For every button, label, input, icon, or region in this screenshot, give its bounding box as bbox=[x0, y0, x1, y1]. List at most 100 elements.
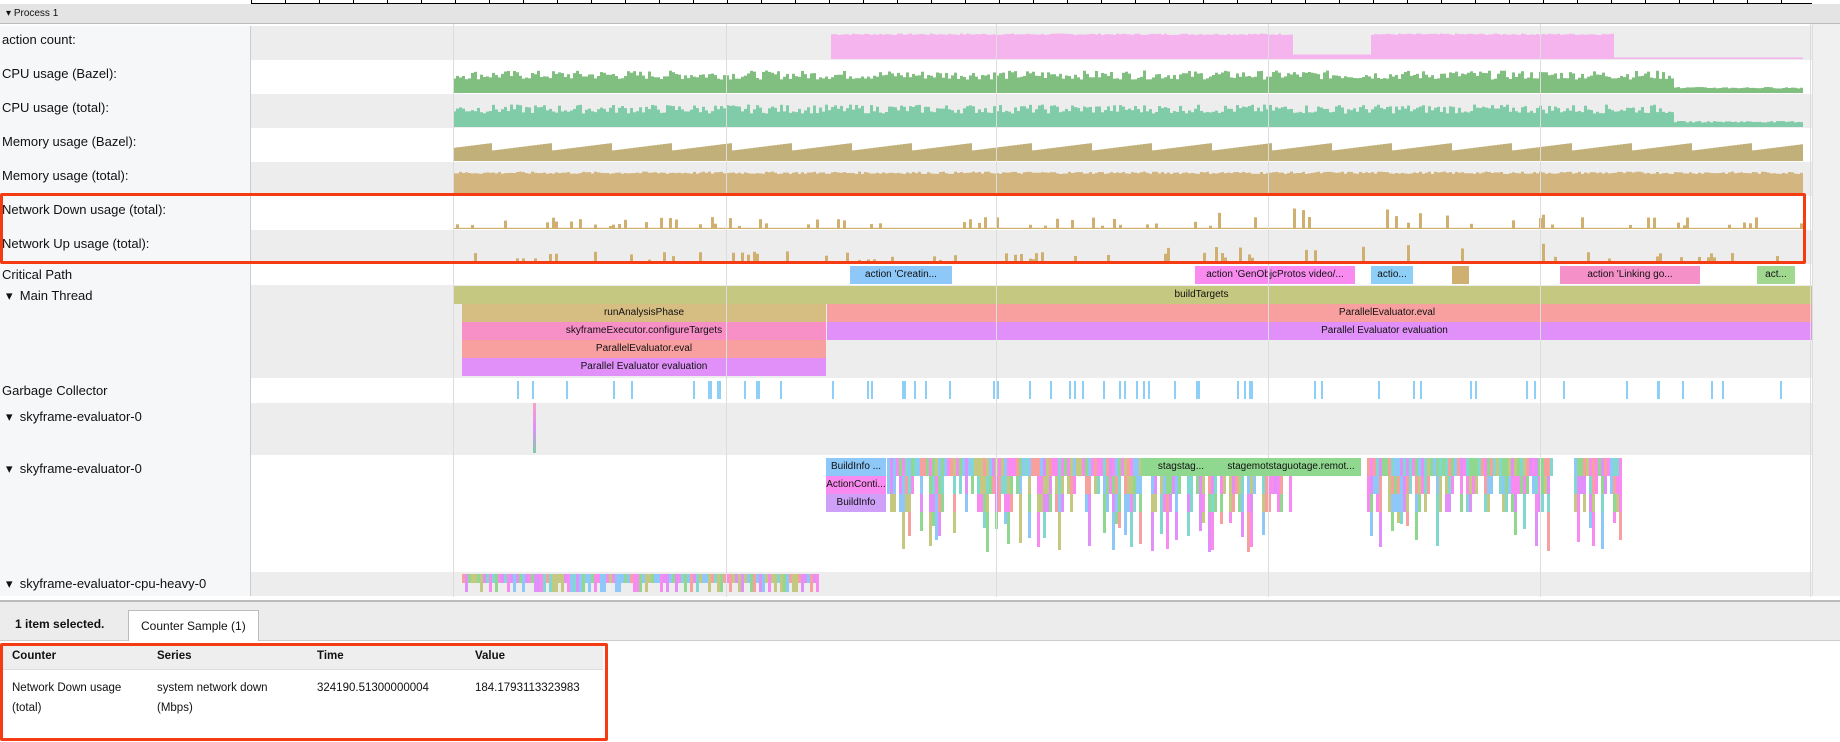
gc-event[interactable] bbox=[1103, 381, 1106, 399]
slice[interactable] bbox=[1016, 458, 1019, 476]
slice[interactable] bbox=[1280, 494, 1283, 512]
slice[interactable] bbox=[597, 574, 600, 583]
gc-event[interactable] bbox=[1250, 381, 1253, 399]
slice[interactable] bbox=[1229, 512, 1232, 524]
slice[interactable] bbox=[959, 476, 962, 494]
slice[interactable] bbox=[899, 458, 902, 476]
slice[interactable] bbox=[923, 458, 926, 476]
slice-parallel-evaluator-eval[interactable]: ParallelEvaluator.eval bbox=[462, 340, 826, 358]
slice[interactable] bbox=[1541, 476, 1544, 494]
gc-event[interactable] bbox=[1779, 381, 1782, 399]
slice[interactable] bbox=[1583, 458, 1586, 476]
gc-event[interactable] bbox=[904, 381, 907, 399]
slice[interactable] bbox=[1088, 476, 1091, 494]
slice[interactable] bbox=[1010, 476, 1013, 494]
slice[interactable] bbox=[585, 574, 588, 583]
slice[interactable] bbox=[992, 458, 995, 476]
slice[interactable] bbox=[1400, 458, 1403, 476]
slice[interactable] bbox=[1445, 476, 1448, 494]
slice[interactable] bbox=[1397, 458, 1400, 476]
slice[interactable] bbox=[965, 476, 968, 494]
gc-track[interactable] bbox=[251, 378, 1812, 403]
slice[interactable] bbox=[893, 494, 896, 512]
slice[interactable] bbox=[624, 574, 627, 583]
slice[interactable] bbox=[606, 574, 609, 583]
slice[interactable] bbox=[908, 458, 911, 476]
slice[interactable] bbox=[1199, 512, 1202, 531]
slice[interactable] bbox=[1580, 476, 1583, 494]
slice[interactable] bbox=[1163, 494, 1166, 512]
slice[interactable] bbox=[780, 574, 783, 592]
slice[interactable] bbox=[1475, 476, 1478, 494]
slice[interactable] bbox=[687, 574, 690, 583]
slice[interactable] bbox=[732, 574, 735, 583]
slice[interactable] bbox=[1436, 476, 1439, 494]
slice[interactable] bbox=[1607, 458, 1610, 476]
slice[interactable] bbox=[1010, 458, 1013, 476]
slice[interactable] bbox=[1460, 476, 1463, 494]
slice[interactable] bbox=[1058, 458, 1061, 476]
slice[interactable] bbox=[1238, 476, 1241, 494]
counter-track[interactable] bbox=[251, 26, 1812, 60]
slice[interactable] bbox=[1040, 458, 1043, 476]
slice[interactable] bbox=[983, 458, 986, 476]
slice[interactable] bbox=[1502, 494, 1505, 512]
slice[interactable] bbox=[1400, 476, 1403, 494]
slice[interactable] bbox=[1073, 458, 1076, 476]
slice[interactable] bbox=[609, 574, 612, 583]
slice[interactable] bbox=[1058, 476, 1061, 494]
slice[interactable] bbox=[1505, 494, 1508, 512]
slice[interactable] bbox=[702, 574, 705, 583]
slice[interactable] bbox=[1391, 458, 1394, 476]
slice[interactable] bbox=[1613, 512, 1616, 523]
slice[interactable] bbox=[1448, 458, 1451, 476]
slice[interactable] bbox=[1214, 494, 1217, 512]
slice[interactable] bbox=[1268, 494, 1271, 512]
slice[interactable] bbox=[953, 512, 956, 533]
slice[interactable] bbox=[555, 574, 558, 592]
slice[interactable] bbox=[1136, 458, 1139, 476]
slice[interactable] bbox=[1601, 512, 1604, 550]
slice[interactable] bbox=[1415, 494, 1418, 512]
gc-event[interactable] bbox=[1118, 381, 1121, 399]
slice[interactable] bbox=[765, 574, 768, 583]
slice[interactable] bbox=[953, 494, 956, 512]
slice[interactable] bbox=[591, 574, 594, 583]
slice[interactable] bbox=[1211, 494, 1214, 512]
slice[interactable] bbox=[522, 574, 525, 592]
slice[interactable] bbox=[675, 574, 678, 592]
slice[interactable] bbox=[1037, 494, 1040, 512]
slice[interactable] bbox=[1547, 458, 1550, 476]
slice[interactable] bbox=[1544, 458, 1547, 476]
slice[interactable] bbox=[498, 574, 501, 583]
slice[interactable] bbox=[1187, 494, 1190, 512]
slice[interactable] bbox=[1040, 476, 1043, 494]
slice[interactable] bbox=[492, 574, 495, 583]
slice[interactable] bbox=[1520, 476, 1523, 494]
slice[interactable] bbox=[1379, 458, 1382, 476]
slice[interactable] bbox=[1514, 494, 1517, 512]
slice[interactable] bbox=[1469, 458, 1472, 476]
slice[interactable] bbox=[1616, 494, 1619, 512]
slice[interactable] bbox=[986, 494, 989, 512]
slice[interactable] bbox=[1370, 458, 1373, 476]
slice[interactable] bbox=[1211, 476, 1214, 494]
slice[interactable] bbox=[1196, 476, 1199, 494]
table-row[interactable]: Network Down usage (total) system network… bbox=[3, 669, 603, 726]
slice[interactable] bbox=[971, 476, 974, 494]
slice[interactable] bbox=[1379, 476, 1382, 494]
gc-event[interactable] bbox=[1050, 381, 1053, 399]
slice[interactable] bbox=[1214, 476, 1217, 494]
slice[interactable] bbox=[1055, 458, 1058, 476]
gc-event[interactable] bbox=[1534, 381, 1537, 399]
slice[interactable] bbox=[474, 574, 477, 583]
slice[interactable] bbox=[1094, 458, 1097, 476]
slice-buildTargets[interactable]: buildTargets bbox=[453, 286, 1812, 304]
slice[interactable] bbox=[1469, 494, 1472, 512]
slice[interactable] bbox=[974, 458, 977, 476]
slice[interactable] bbox=[938, 512, 941, 537]
slice[interactable] bbox=[1076, 458, 1079, 476]
slice[interactable] bbox=[726, 574, 729, 583]
slice[interactable] bbox=[1514, 476, 1517, 494]
slice[interactable] bbox=[1262, 494, 1265, 512]
